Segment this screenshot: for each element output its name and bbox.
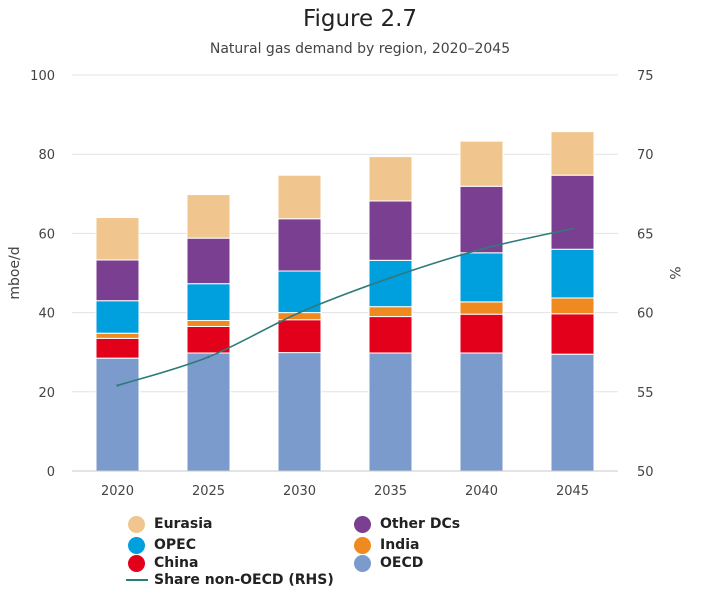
bar-opec-2020[interactable] — [95, 300, 140, 334]
bar-other-dcs-2035[interactable] — [368, 200, 413, 261]
legend-label: India — [380, 537, 420, 553]
legend-label: OPEC — [154, 537, 196, 553]
bar-oecd-2025[interactable] — [186, 352, 231, 472]
bar-other-dcs-2045[interactable] — [550, 174, 595, 250]
figure-title: Figure 2.7 — [302, 6, 418, 32]
bar-opec-2040[interactable] — [459, 252, 504, 303]
x-tick-label: 2040 — [465, 484, 498, 499]
bar-oecd-2030[interactable] — [277, 352, 322, 472]
bar-eurasia-2035[interactable] — [368, 156, 413, 202]
legend-label: Eurasia — [154, 516, 213, 532]
x-tick-label: 2030 — [283, 484, 316, 499]
legend-item-eurasia[interactable]: Eurasia — [128, 515, 212, 533]
bar-stacks — [95, 131, 595, 472]
y2-tick-label: 70 — [637, 148, 654, 163]
bar-eurasia-2025[interactable] — [186, 194, 231, 239]
legend-item-india[interactable]: India — [354, 536, 419, 554]
share-non-oecd-point-2040[interactable] — [480, 248, 483, 251]
x-tick-label: 2035 — [374, 484, 407, 499]
y2-tick-label: 60 — [637, 307, 654, 322]
legend-swatch-oecd — [354, 554, 371, 572]
bar-eurasia-2045[interactable] — [550, 131, 595, 176]
bar-oecd-2035[interactable] — [368, 352, 413, 472]
y-tick-label: 0 — [47, 465, 55, 480]
share-non-oecd-point-2020[interactable] — [116, 384, 119, 387]
bar-oecd-2045[interactable] — [550, 353, 595, 472]
share-non-oecd-point-2035[interactable] — [389, 276, 392, 279]
share-non-oecd-point-2030[interactable] — [298, 311, 301, 314]
gridlines — [72, 74, 618, 393]
bar-other-dcs-2040[interactable] — [459, 185, 504, 254]
bar-china-2045[interactable] — [550, 313, 595, 355]
legend-swatch-share-non-oecd — [126, 579, 148, 581]
y2-tick-label: 75 — [637, 69, 654, 84]
share-non-oecd-line[interactable] — [117, 227, 573, 387]
bar-other-dcs-2025[interactable] — [186, 237, 231, 285]
bar-china-2020[interactable] — [95, 337, 140, 359]
legend-item-oecd[interactable]: OECD — [354, 554, 423, 572]
bar-india-2040[interactable] — [459, 301, 504, 315]
legend-swatch-china — [128, 554, 145, 572]
legend-swatch-eurasia — [128, 515, 145, 533]
bar-eurasia-2040[interactable] — [459, 140, 504, 187]
legend-item-other-dcs[interactable]: Other DCs — [354, 515, 460, 533]
bar-other-dcs-2020[interactable] — [95, 259, 140, 302]
y-tick-label: 60 — [38, 227, 55, 242]
y-tick-label: 100 — [30, 69, 55, 84]
bar-opec-2025[interactable] — [186, 283, 231, 322]
y2-tick-label: 65 — [637, 227, 654, 242]
legend-item-share-non-oecd[interactable]: Share non-OECD (RHS) — [126, 571, 334, 589]
bar-china-2025[interactable] — [186, 325, 231, 354]
x-tick-label: 2025 — [192, 484, 225, 499]
y2-tick-label: 55 — [637, 386, 654, 401]
bar-india-2045[interactable] — [550, 297, 595, 315]
y-tick-label: 40 — [38, 307, 55, 322]
legend-label: OECD — [380, 555, 424, 571]
bar-opec-2045[interactable] — [550, 248, 595, 299]
legend-label: Other DCs — [380, 516, 461, 532]
legend-item-china[interactable]: China — [128, 554, 198, 572]
bar-india-2020[interactable] — [95, 332, 140, 339]
bar-china-2035[interactable] — [368, 316, 413, 354]
y2-tick-label: 50 — [637, 465, 654, 480]
bar-oecd-2040[interactable] — [459, 352, 504, 472]
bar-eurasia-2030[interactable] — [277, 174, 322, 220]
legend-swatch-other-dcs — [354, 515, 371, 533]
legend-label: Share non-OECD (RHS) — [154, 572, 334, 588]
share-non-oecd-point-2045[interactable] — [571, 227, 574, 230]
legend-swatch-opec — [128, 536, 145, 554]
bar-india-2025[interactable] — [186, 320, 231, 327]
x-tick-label: 2045 — [556, 484, 589, 499]
bar-china-2040[interactable] — [459, 313, 504, 354]
y-tick-label: 80 — [38, 148, 55, 163]
legend-swatch-india — [354, 536, 371, 554]
legend-label: China — [154, 555, 199, 571]
y2-axis-title: % — [666, 266, 682, 279]
bar-china-2030[interactable] — [277, 319, 322, 354]
y-axis-title: mboe/d — [7, 246, 23, 299]
legend-item-opec[interactable]: OPEC — [128, 536, 196, 554]
bar-india-2035[interactable] — [368, 306, 413, 318]
x-tick-label: 2020 — [101, 484, 134, 499]
y-tick-label: 20 — [38, 386, 55, 401]
share-line-layer — [116, 227, 574, 387]
share-non-oecd-point-2025[interactable] — [207, 355, 210, 359]
bar-eurasia-2020[interactable] — [95, 217, 140, 261]
bar-oecd-2020[interactable] — [95, 357, 140, 472]
figure-subtitle: Natural gas demand by region, 2020–2045 — [209, 41, 511, 57]
bar-other-dcs-2030[interactable] — [277, 218, 322, 272]
